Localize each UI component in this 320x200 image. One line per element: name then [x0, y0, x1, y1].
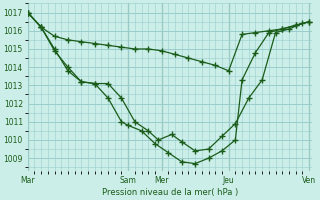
X-axis label: Pression niveau de la mer( hPa ): Pression niveau de la mer( hPa ) — [102, 188, 238, 197]
